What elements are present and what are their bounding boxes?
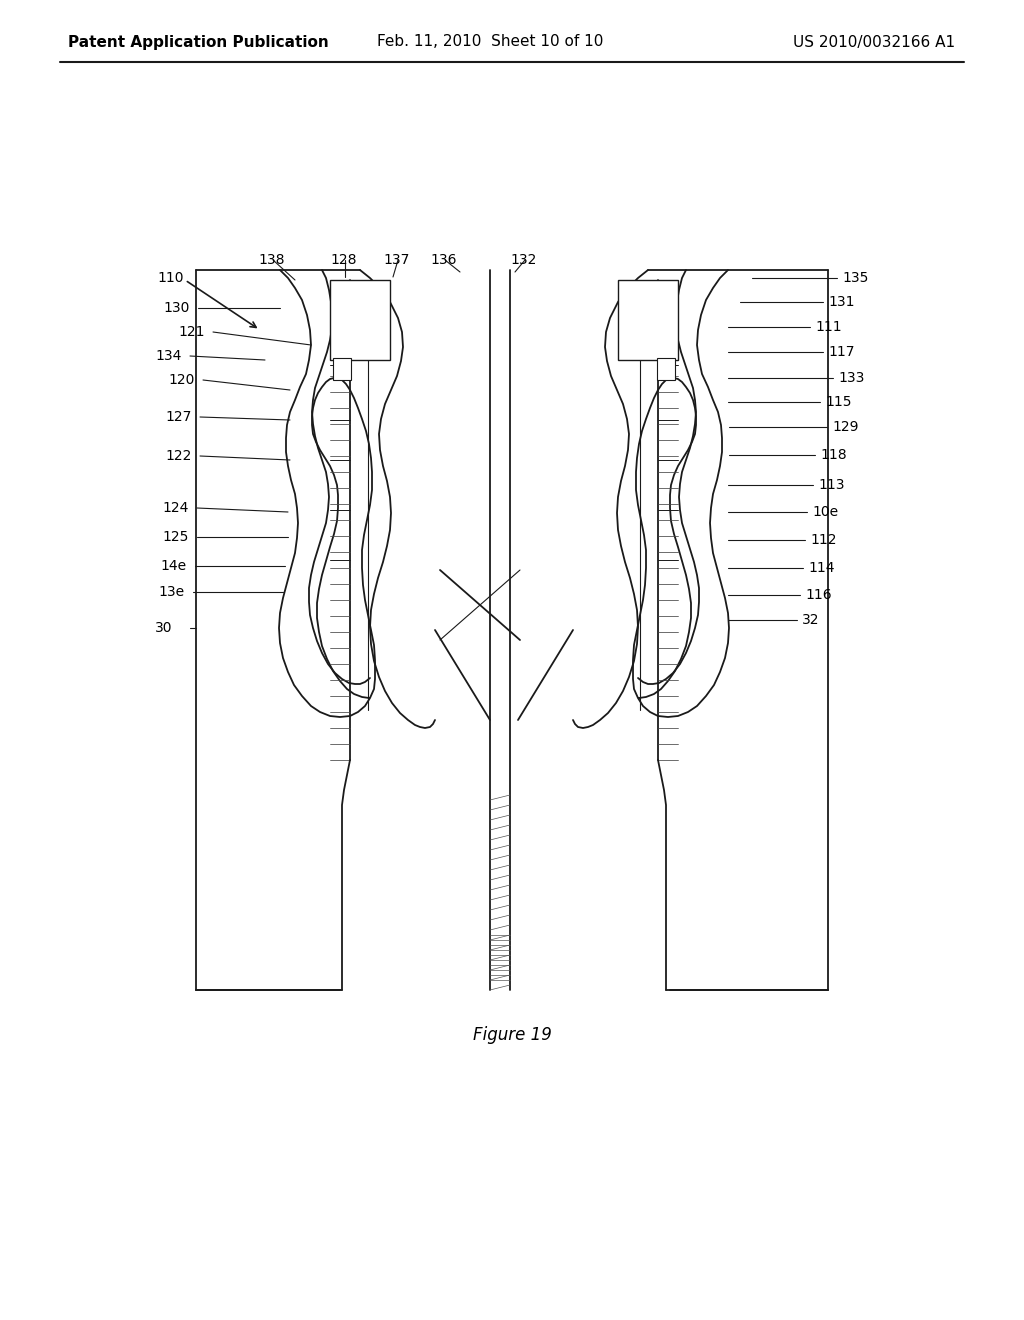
Text: 117: 117 bbox=[828, 345, 854, 359]
Bar bbox=[657, 358, 675, 380]
Text: Figure 19: Figure 19 bbox=[472, 1026, 552, 1044]
Bar bbox=[330, 280, 390, 360]
Text: 114: 114 bbox=[808, 561, 835, 576]
Text: 133: 133 bbox=[838, 371, 864, 385]
Text: 135: 135 bbox=[842, 271, 868, 285]
Text: 118: 118 bbox=[820, 447, 847, 462]
Text: 111: 111 bbox=[815, 319, 842, 334]
Text: 116: 116 bbox=[805, 587, 831, 602]
Text: 115: 115 bbox=[825, 395, 852, 409]
Text: 113: 113 bbox=[818, 478, 845, 492]
Text: 127: 127 bbox=[165, 411, 191, 424]
Text: 110: 110 bbox=[157, 271, 183, 285]
Text: 13e: 13e bbox=[158, 585, 184, 599]
Text: 120: 120 bbox=[168, 374, 195, 387]
Text: 121: 121 bbox=[178, 325, 205, 339]
Text: 125: 125 bbox=[162, 531, 188, 544]
Text: US 2010/0032166 A1: US 2010/0032166 A1 bbox=[793, 34, 955, 49]
Text: 128: 128 bbox=[330, 253, 356, 267]
Bar bbox=[618, 280, 678, 360]
Text: 14e: 14e bbox=[160, 558, 186, 573]
Text: 32: 32 bbox=[802, 612, 819, 627]
Text: 132: 132 bbox=[510, 253, 537, 267]
Text: Feb. 11, 2010  Sheet 10 of 10: Feb. 11, 2010 Sheet 10 of 10 bbox=[377, 34, 603, 49]
Text: Patent Application Publication: Patent Application Publication bbox=[68, 34, 329, 49]
Text: 131: 131 bbox=[828, 294, 854, 309]
Text: 30: 30 bbox=[155, 620, 172, 635]
Bar bbox=[333, 358, 351, 380]
Text: 137: 137 bbox=[383, 253, 410, 267]
Text: 112: 112 bbox=[810, 533, 837, 546]
Text: 138: 138 bbox=[258, 253, 285, 267]
Text: 136: 136 bbox=[430, 253, 457, 267]
Text: 129: 129 bbox=[831, 420, 858, 434]
Text: 122: 122 bbox=[165, 449, 191, 463]
Text: 10e: 10e bbox=[812, 506, 838, 519]
Text: 134: 134 bbox=[155, 348, 181, 363]
Text: 130: 130 bbox=[163, 301, 189, 315]
Text: 124: 124 bbox=[162, 502, 188, 515]
